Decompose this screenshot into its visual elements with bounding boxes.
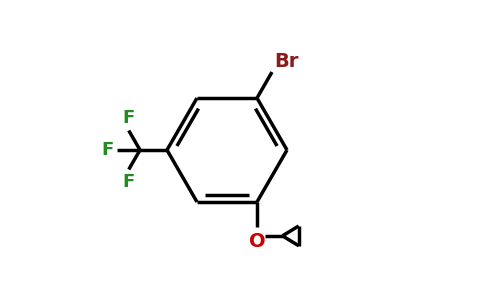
Text: F: F xyxy=(102,141,114,159)
Text: Br: Br xyxy=(274,52,299,70)
Text: O: O xyxy=(249,232,265,251)
Text: F: F xyxy=(122,109,135,127)
Text: F: F xyxy=(122,173,135,191)
